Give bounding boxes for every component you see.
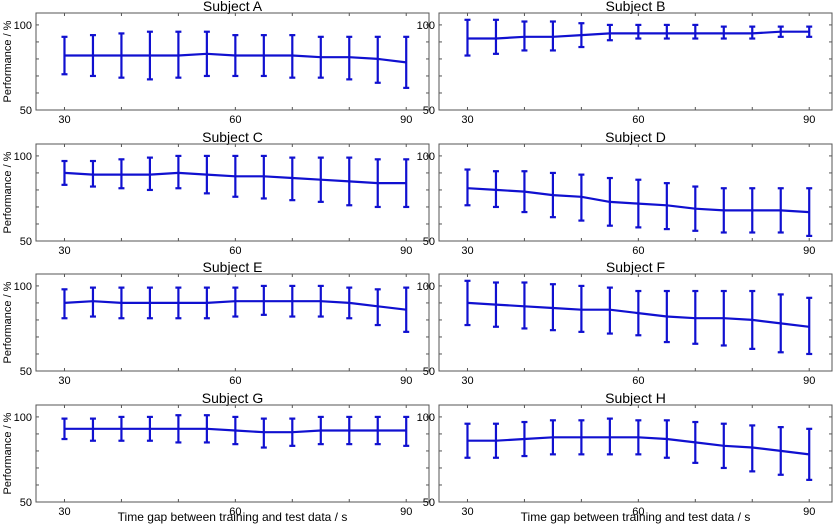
- y-axis-label: Performance / %: [2, 412, 14, 494]
- plot-frame: [35, 404, 430, 503]
- x-axis-label: Time gap between training and test data …: [521, 510, 751, 524]
- x-tick-label: 60: [229, 375, 241, 387]
- x-tick-label: 30: [58, 506, 70, 518]
- subplot-title: Subject H: [605, 390, 666, 406]
- y-tick-label: 100: [417, 20, 435, 32]
- x-tick-label: 30: [461, 375, 473, 387]
- y-tick-label: 100: [14, 151, 32, 163]
- performance-line: [467, 187, 810, 214]
- y-tick-label: 100: [417, 151, 435, 163]
- subplot-title: Subject E: [203, 259, 263, 275]
- x-tick-label: 60: [229, 245, 241, 257]
- y-tick-label: 50: [423, 105, 435, 117]
- x-tick-label: 30: [58, 114, 70, 126]
- subplot-subject-f: Subject F 30 60 90 50 100: [417, 259, 833, 387]
- x-tick-label: 60: [632, 114, 644, 126]
- x-tick-label: 60: [632, 506, 644, 518]
- y-tick-label: 50: [423, 366, 435, 378]
- subplot-subject-b: Subject B 30 60 90 50 100: [417, 0, 833, 126]
- performance-line: [467, 30, 810, 40]
- x-tick-label: 90: [400, 375, 412, 387]
- x-tick-label: 90: [803, 114, 815, 126]
- subplot-title: Subject D: [605, 129, 666, 145]
- y-tick-label: 50: [20, 497, 32, 509]
- performance-line: [467, 301, 810, 328]
- x-tick-label: 30: [58, 245, 70, 257]
- y-tick-label: 50: [20, 236, 32, 248]
- y-tick-label: 50: [20, 366, 32, 378]
- performance-line: [64, 427, 407, 434]
- y-tick-label: 100: [14, 412, 32, 424]
- performance-line: [64, 171, 407, 185]
- subplot-title: Subject G: [202, 390, 263, 406]
- y-tick-label: 100: [417, 412, 435, 424]
- plot-frame: [35, 12, 430, 111]
- y-axis-label: Performance / %: [2, 20, 14, 102]
- y-tick-label: 100: [417, 281, 435, 293]
- performance-line: [64, 300, 407, 311]
- plot-frame: [438, 143, 833, 242]
- x-tick-label: 90: [400, 506, 412, 518]
- y-tick-label: 100: [14, 281, 32, 293]
- subplot-title: Subject B: [606, 0, 666, 14]
- plot-frame: [438, 273, 833, 372]
- subplot-subject-h: Subject H 30 60 90 50 100: [417, 390, 833, 518]
- x-tick-label: 90: [400, 114, 412, 126]
- x-tick-label: 90: [400, 245, 412, 257]
- y-tick-label: 50: [423, 497, 435, 509]
- y-tick-label: 100: [14, 20, 32, 32]
- y-axis-label: Performance / %: [2, 151, 14, 233]
- subplot-title: Subject A: [203, 0, 263, 14]
- plot-frame: [438, 404, 833, 503]
- performance-line: [64, 52, 407, 64]
- x-tick-label: 60: [632, 245, 644, 257]
- y-tick-label: 50: [423, 236, 435, 248]
- x-tick-label: 30: [461, 506, 473, 518]
- y-axis-label: Performance / %: [2, 281, 14, 363]
- plot-frame: [35, 143, 430, 242]
- x-tick-label: 90: [803, 245, 815, 257]
- x-tick-label: 30: [58, 375, 70, 387]
- x-tick-label: 90: [803, 506, 815, 518]
- plot-frame: [35, 273, 430, 372]
- x-tick-label: 30: [461, 114, 473, 126]
- x-tick-label: 60: [229, 114, 241, 126]
- y-tick-label: 50: [20, 105, 32, 117]
- x-tick-label: 60: [632, 375, 644, 387]
- plot-frame: [438, 12, 833, 111]
- subplot-subject-d: Subject D 30 60 90 50 100: [417, 129, 833, 257]
- x-tick-label: 90: [803, 375, 815, 387]
- x-tick-label: 30: [461, 245, 473, 257]
- subplot-title: Subject C: [202, 129, 263, 145]
- performance-line: [467, 436, 810, 456]
- x-axis-label: Time gap between training and test data …: [118, 510, 348, 524]
- subplot-title: Subject F: [606, 259, 665, 275]
- x-tick-label: 60: [229, 506, 241, 518]
